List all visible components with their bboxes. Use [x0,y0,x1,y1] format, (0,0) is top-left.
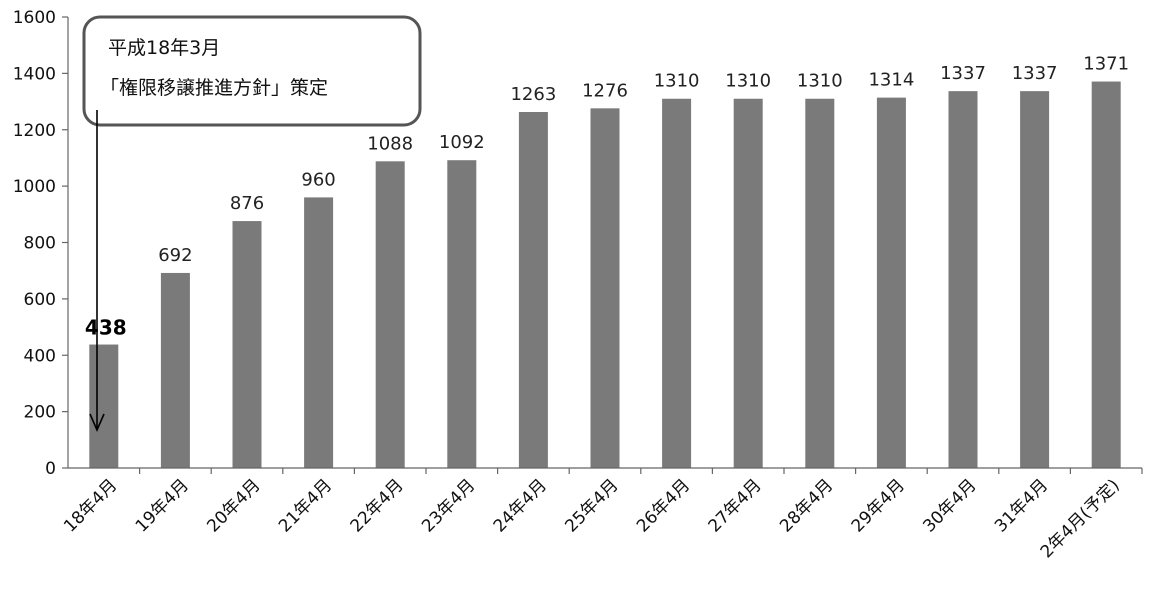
data-label: 1276 [582,80,628,101]
bar [805,98,835,469]
x-tick-label: 19年4月 [132,475,193,536]
x-tick-label: 29年4月 [848,475,909,536]
data-label: 438 [85,316,127,340]
callout-line-2: 「権限移譲推進方針」策定 [100,77,328,99]
data-label: 960 [301,169,335,190]
bar [518,111,548,468]
callout-line-1: 平成18年3月 [108,37,220,59]
y-tick-label: 800 [24,234,56,254]
callout-box [82,15,422,127]
bar [304,197,334,468]
callout-arrow-head [89,413,105,432]
data-label: 1263 [510,84,556,105]
data-label: 1337 [940,63,986,84]
data-label: 1092 [439,132,485,153]
x-tick-label: 30年4月 [919,475,980,536]
x-tick-label: 23年4月 [418,475,479,536]
bar [948,91,978,469]
bar [1020,91,1050,469]
y-tick-label: 600 [24,290,56,310]
x-tick-label: 21年4月 [275,475,336,536]
bar [447,160,477,468]
x-tick-label: 18年4月 [60,475,121,536]
x-tick-label: 27年4月 [705,475,766,536]
data-label: 1371 [1083,54,1129,75]
bar [232,221,262,468]
bars [89,81,1121,469]
y-tick-label: 1200 [13,121,56,141]
y-axis: 0 200 400 600 800 1000 1200 1400 1600 [13,8,69,479]
x-tick-label: 25年4月 [561,475,622,536]
bar [876,97,906,469]
bar [160,272,190,468]
data-label: 1088 [367,133,413,154]
callout: 平成18年3月 「権限移譲推進方針」策定 [82,15,422,432]
y-tick-label: 0 [45,459,56,479]
data-label: 876 [230,193,264,214]
bar [662,98,692,469]
data-label: 692 [158,245,192,266]
data-label: 1310 [797,71,843,92]
data-label: 1310 [725,71,771,92]
bar [733,98,763,469]
data-label: 1314 [868,70,914,91]
x-tick-label: 28年4月 [776,475,837,536]
x-tick-label: 24年4月 [490,475,551,536]
bar [89,344,119,468]
y-tick-label: 1400 [13,64,56,84]
bar [590,108,620,468]
data-label: 1310 [654,71,700,92]
y-tick-label: 1000 [13,177,56,197]
x-axis: 18年4月 19年4月 20年4月 21年4月 22年4月 23年4月 24年4月 25年4月… [60,467,1143,562]
data-label: 1337 [1012,63,1058,84]
x-tick-label: 20年4月 [203,475,264,536]
x-tick-label: 22年4月 [347,475,408,536]
bar [375,161,405,468]
x-tick-label: 26年4月 [633,475,694,536]
value-labels: 438 692 876 960 1088 1092 1263 1276 1310 1310 1310… [85,54,1129,340]
y-tick-label: 400 [24,346,56,366]
y-tick-label: 200 [24,403,56,423]
x-tick-label: 31年4月 [991,475,1052,536]
bar [1091,81,1121,468]
y-tick-label: 1600 [13,8,56,28]
